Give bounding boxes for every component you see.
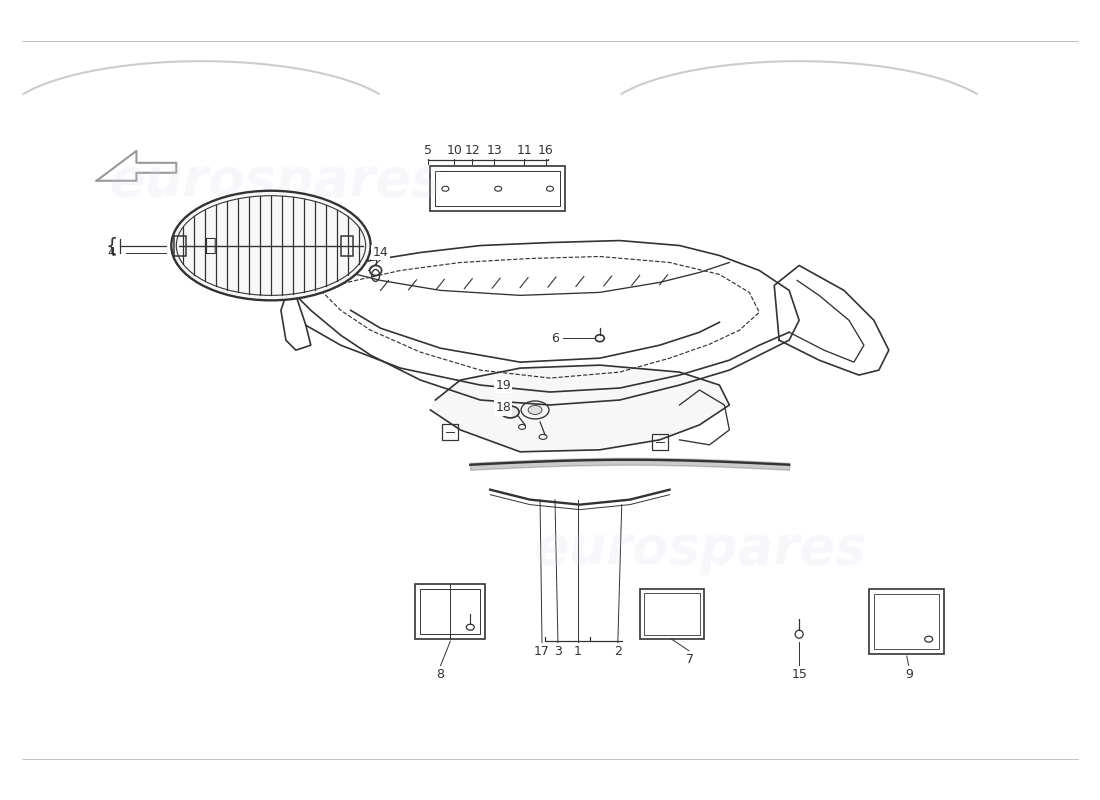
Text: 1: 1 [574, 645, 582, 658]
Bar [640, 590, 704, 639]
Text: 17: 17 [535, 645, 550, 658]
Text: 3: 3 [554, 645, 562, 658]
Text: eurospares: eurospares [532, 523, 866, 575]
Text: 5: 5 [425, 144, 432, 158]
Text: 14: 14 [373, 246, 388, 259]
Bar [869, 590, 944, 654]
Ellipse shape [528, 406, 542, 414]
Bar [442, 424, 459, 440]
Text: 6: 6 [551, 332, 559, 345]
Bar [430, 166, 565, 210]
Bar [174, 235, 186, 255]
Text: 12: 12 [464, 144, 480, 158]
Text: 4: 4 [108, 246, 115, 259]
Text: 7: 7 [685, 653, 693, 666]
Text: eurospares: eurospares [109, 154, 442, 206]
Text: 19: 19 [495, 378, 512, 391]
Text: 13: 13 [486, 144, 502, 158]
Text: 16: 16 [538, 144, 554, 158]
Polygon shape [430, 365, 729, 452]
Text: 18: 18 [495, 402, 512, 414]
Bar [873, 594, 938, 649]
Bar [436, 170, 560, 206]
Bar [644, 594, 701, 635]
Bar [341, 235, 353, 255]
Text: 11: 11 [516, 144, 532, 158]
Text: 15: 15 [791, 667, 807, 681]
Text: 9: 9 [905, 667, 913, 681]
Text: 2: 2 [614, 645, 622, 658]
Text: 𝛹: 𝛹 [206, 236, 217, 255]
Bar [651, 434, 668, 450]
Bar [416, 584, 485, 639]
Ellipse shape [502, 406, 519, 418]
Bar [420, 590, 481, 634]
Ellipse shape [172, 190, 371, 300]
Text: 10: 10 [447, 144, 462, 158]
Text: 8: 8 [437, 667, 444, 681]
Text: {: { [106, 236, 118, 255]
